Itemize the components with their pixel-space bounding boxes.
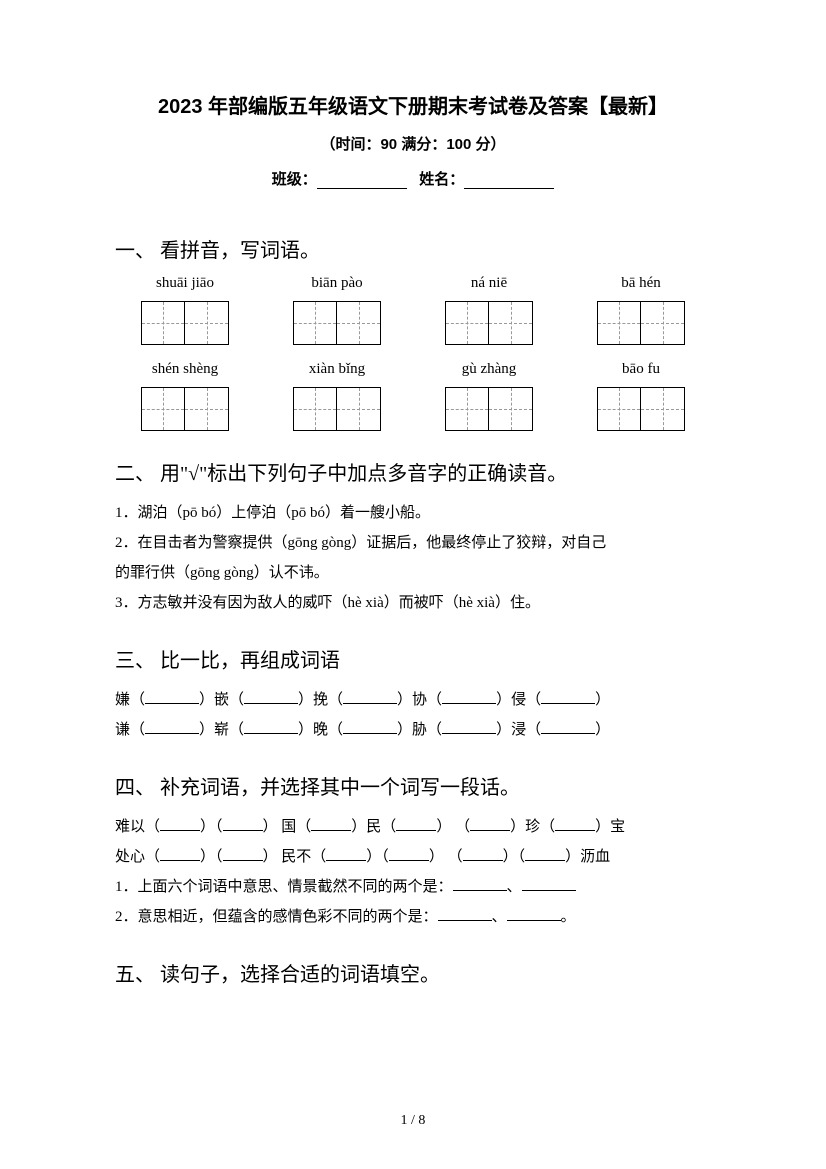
fill-blank[interactable] [453, 877, 507, 891]
fill-blank[interactable] [223, 847, 263, 861]
section-4-line-1: 难以（）（） 国（）民（） （）珍（）宝 [115, 812, 711, 842]
section-2-line-2: 2．在目击者为警察提供（gōng gòng）证据后，他最终停止了狡辩，对自己 [115, 528, 711, 558]
fill-blank[interactable] [438, 907, 492, 921]
char-box[interactable] [445, 387, 489, 431]
section-4-heading: 四、 补充词语，并选择其中一个词写一段话。 [115, 771, 711, 800]
section-5-heading: 五、 读句子，选择合适的词语填空。 [115, 958, 711, 987]
pinyin-row-1: shuāi jiāo biān pào ná niē bā hén [115, 275, 711, 296]
section-2-heading: 二、 用"√"标出下列句子中加点多音字的正确读音。 [115, 457, 711, 486]
pinyin-2-3: gù zhàng [429, 361, 549, 378]
section-4-q2: 2．意思相近，但蕴含的感情色彩不同的两个是：、。 [115, 902, 711, 932]
fill-blank[interactable] [389, 847, 429, 861]
fill-blank[interactable] [541, 720, 595, 734]
char-box[interactable] [337, 301, 381, 345]
fill-blank[interactable] [343, 720, 397, 734]
char-box[interactable] [337, 387, 381, 431]
fill-blank[interactable] [555, 817, 595, 831]
section-3-row-2: 谦（）崭（）晚（）胁（）浸（） [115, 715, 711, 745]
char-box[interactable] [185, 301, 229, 345]
fill-blank[interactable] [326, 847, 366, 861]
char-box[interactable] [141, 301, 185, 345]
char-box[interactable] [489, 387, 533, 431]
section-3-row-1: 嫌（）嵌（）挽（）协（）侵（） [115, 685, 711, 715]
fill-blank[interactable] [470, 817, 510, 831]
pinyin-1-1: shuāi jiāo [125, 275, 245, 292]
char-box-row-1 [115, 301, 711, 345]
fill-blank[interactable] [160, 847, 200, 861]
section-4-line-2: 处心（）（） 民不（）（） （）（）沥血 [115, 842, 711, 872]
char-box[interactable] [185, 387, 229, 431]
fill-blank[interactable] [463, 847, 503, 861]
pinyin-2-4: bāo fu [581, 361, 701, 378]
fill-blank[interactable] [311, 817, 351, 831]
char-box[interactable] [597, 387, 641, 431]
page-title: 2023 年部编版五年级语文下册期末考试卷及答案【最新】 [115, 90, 711, 119]
class-name-line: 班级： 姓名： [115, 168, 711, 189]
fill-blank[interactable] [145, 720, 199, 734]
pinyin-1-4: bā hén [581, 275, 701, 292]
pinyin-2-2: xiàn bǐng [277, 361, 397, 378]
fill-blank[interactable] [223, 817, 263, 831]
fill-blank[interactable] [396, 817, 436, 831]
pinyin-2-1: shén shèng [125, 361, 245, 378]
section-4-q1: 1．上面六个词语中意思、情景截然不同的两个是：、 [115, 872, 711, 902]
fill-blank[interactable] [442, 690, 496, 704]
fill-blank[interactable] [442, 720, 496, 734]
fill-blank[interactable] [541, 690, 595, 704]
char-box[interactable] [141, 387, 185, 431]
section-2-line-3: 的罪行供（gōng gòng）认不讳。 [115, 558, 711, 588]
pinyin-1-3: ná niē [429, 275, 549, 292]
section-3-heading: 三、 比一比，再组成词语 [115, 644, 711, 673]
fill-blank[interactable] [244, 690, 298, 704]
fill-blank[interactable] [522, 877, 576, 891]
page-number: 1 / 8 [0, 1113, 826, 1129]
name-blank[interactable] [464, 173, 554, 189]
pinyin-1-2: biān pào [277, 275, 397, 292]
char-box[interactable] [293, 301, 337, 345]
fill-blank[interactable] [145, 690, 199, 704]
section-2-line-1: 1．湖泊（pō bó）上停泊（pō bó）着一艘小船。 [115, 498, 711, 528]
fill-blank[interactable] [160, 817, 200, 831]
fill-blank[interactable] [244, 720, 298, 734]
class-blank[interactable] [317, 173, 407, 189]
char-box[interactable] [641, 387, 685, 431]
char-box[interactable] [597, 301, 641, 345]
pinyin-row-2: shén shèng xiàn bǐng gù zhàng bāo fu [115, 361, 711, 382]
section-1-heading: 一、 看拼音，写词语。 [115, 234, 711, 263]
fill-blank[interactable] [343, 690, 397, 704]
fill-blank[interactable] [507, 907, 561, 921]
fill-blank[interactable] [525, 847, 565, 861]
section-2-line-4: 3．方志敏并没有因为敌人的威吓（hè xià）而被吓（hè xià）住。 [115, 588, 711, 618]
char-box[interactable] [445, 301, 489, 345]
name-label: 姓名： [419, 171, 464, 188]
char-box-row-2 [115, 387, 711, 431]
class-label: 班级： [272, 171, 317, 188]
char-box[interactable] [489, 301, 533, 345]
subtitle: （时间：90 满分：100 分） [115, 133, 711, 154]
char-box[interactable] [293, 387, 337, 431]
char-box[interactable] [641, 301, 685, 345]
